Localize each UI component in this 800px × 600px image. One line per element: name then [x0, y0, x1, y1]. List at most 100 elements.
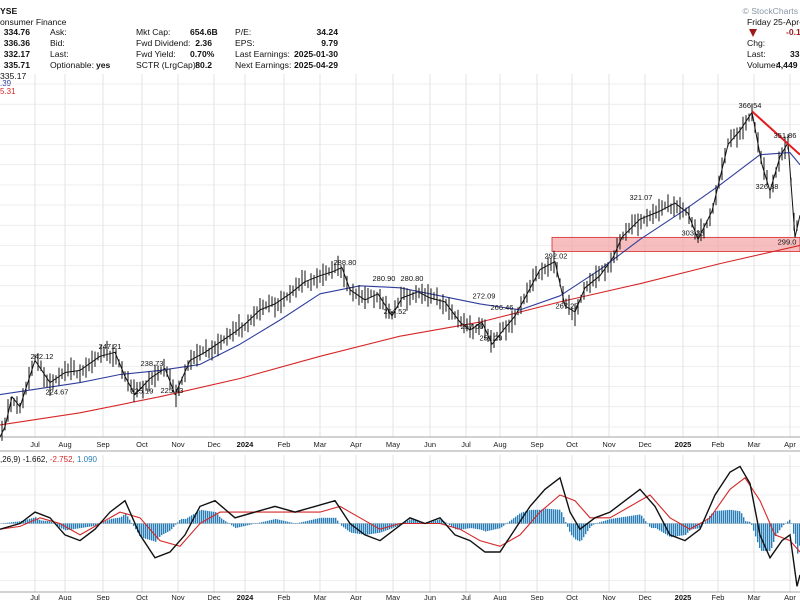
macd-histogram-bar — [747, 521, 749, 524]
macd-histogram-bar — [471, 523, 473, 529]
macd-histogram-bar — [649, 523, 651, 527]
macd-histogram-bar — [775, 523, 777, 537]
macd-histogram-bar — [327, 517, 329, 524]
x-tick-label: Apr — [350, 440, 362, 449]
x-tick-label: Jul — [461, 440, 471, 449]
ask-label: Ask: — [50, 27, 67, 37]
macd-histogram-bar — [281, 520, 283, 524]
macd-histogram-bar — [295, 523, 297, 524]
support-zone — [551, 236, 800, 252]
macd-histogram-bar — [321, 517, 323, 524]
macd-histogram-bar — [87, 523, 89, 528]
macd-histogram-bar — [407, 520, 409, 524]
price-annotation-label: 280.80 — [401, 274, 424, 283]
macd-histogram-bar — [203, 510, 205, 524]
next-earnings-label: Next Earnings: — [235, 60, 292, 70]
x-tick-label: Jul — [30, 593, 40, 600]
macd-histogram-bar — [597, 522, 599, 524]
macd-histogram-bar — [211, 511, 213, 524]
macd-histogram-bar — [739, 511, 741, 524]
macd-histogram-bar — [757, 523, 759, 543]
macd-histogram-bar — [23, 520, 25, 524]
macd-histogram-bar — [17, 521, 19, 524]
macd-signal-line — [0, 477, 800, 553]
macd-histogram-bar — [277, 519, 279, 524]
macd-histogram-bar — [245, 523, 247, 526]
x-tick-label: Feb — [712, 440, 725, 449]
macd-histogram-bar — [361, 523, 363, 535]
mktcap-label: Mkt Cap: — [136, 27, 171, 37]
price-annotation-label: 242.12 — [31, 352, 54, 361]
chg-label: Chg: — [747, 38, 766, 48]
x-tick-label: Dec — [207, 440, 221, 449]
macd-histogram-bar — [317, 518, 319, 524]
macd-line — [0, 465, 800, 587]
macd-histogram-bar — [365, 523, 367, 535]
macd-histogram-bar — [613, 518, 615, 524]
macd-histogram-bar — [379, 523, 381, 533]
high-value: 336.36 — [3, 38, 30, 48]
macd-histogram-bar — [677, 523, 679, 537]
macd-histogram-bar — [623, 516, 625, 524]
macd-histogram-bar — [627, 516, 629, 524]
macd-histogram-bar — [793, 523, 795, 534]
macd-histogram-bar — [155, 523, 157, 542]
macd-histogram-bar — [513, 518, 515, 524]
macd-histogram-bar — [241, 523, 243, 527]
macd-histogram-bar — [167, 523, 169, 532]
macd-histogram-bar — [419, 521, 421, 524]
sctr-label: SCTR (LrgCap): — [136, 60, 199, 70]
macd-histogram-bar — [353, 523, 355, 534]
macd-histogram-bar — [781, 523, 783, 528]
macd-histogram-bar — [205, 510, 207, 524]
macd-histogram-bar — [249, 523, 251, 525]
macd-histogram-bar — [103, 522, 105, 524]
macd-histogram-bar — [325, 517, 327, 524]
x-tick-label: Oct — [566, 440, 579, 449]
macd-histogram-bar — [123, 514, 125, 524]
macd-histogram-bar — [787, 521, 789, 524]
macd-histogram-bar — [223, 519, 225, 524]
ma200-legend: 5.31 — [0, 87, 16, 96]
x-tick-label: Oct — [566, 593, 579, 600]
pe-value: 34.24 — [316, 27, 338, 37]
macd-histogram-bar — [83, 523, 85, 528]
macd-histogram-bar — [131, 522, 133, 524]
x-tick-label: Sep — [96, 440, 109, 449]
macd-histogram-bar — [181, 518, 183, 524]
price-legend: 335.17 — [0, 71, 27, 81]
x-tick-label: Aug — [58, 593, 71, 600]
macd-histogram-bar — [369, 523, 371, 535]
macd-histogram-bar — [239, 523, 241, 528]
macd-histogram-bar — [591, 523, 593, 526]
macd-histogram-bar — [331, 517, 333, 524]
macd-histogram-bar — [147, 523, 149, 540]
macd-legend: ,26,9) -1.662, -2.752, 1.090 — [0, 455, 97, 464]
macd-histogram-bar — [215, 512, 217, 524]
macd-histogram-bar — [29, 518, 31, 524]
macd-histogram-bar — [67, 523, 69, 531]
resistance-trendline — [751, 110, 800, 156]
macd-histogram-bar — [593, 523, 595, 525]
macd-histogram-bar — [741, 513, 743, 524]
macd-histogram-bar — [93, 523, 95, 527]
macd-histogram-bar — [487, 523, 489, 532]
macd-histogram-bar — [231, 523, 233, 526]
macd-histogram-bar — [271, 519, 273, 524]
price-annotation-label: 257.06 — [461, 322, 484, 331]
macd-histogram-bar — [19, 521, 21, 524]
macd-histogram-bar — [367, 523, 369, 535]
macd-histogram-bar — [383, 523, 385, 532]
macd-histogram-bar — [429, 522, 431, 524]
macd-histogram-bar — [79, 523, 81, 529]
macd-histogram-bar — [713, 512, 715, 524]
macd-histogram-bar — [731, 509, 733, 524]
macd-histogram-bar — [283, 520, 285, 524]
macd-histogram-bar — [59, 523, 61, 528]
macd-histogram-bar — [661, 523, 663, 532]
macd-histogram-bar — [549, 508, 551, 524]
macd-histogram-bar — [669, 523, 671, 537]
macd-histogram-bar — [699, 523, 701, 529]
macd-histogram-bar — [449, 523, 451, 526]
